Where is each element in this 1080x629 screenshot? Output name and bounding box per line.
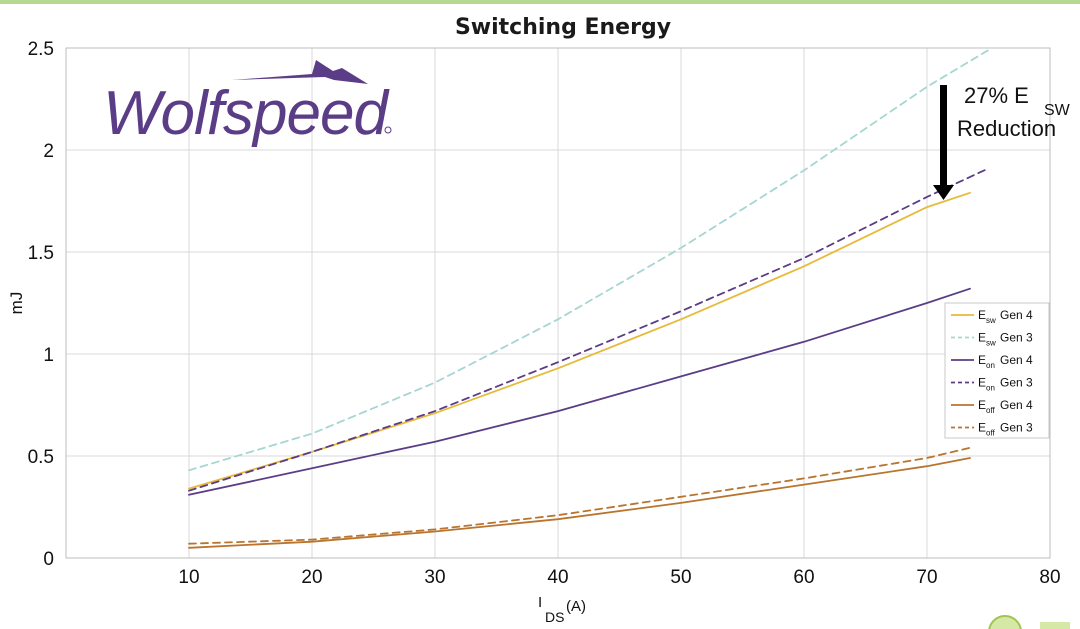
x-tick-label: 80 <box>1039 567 1060 588</box>
y-tick-label: 0.5 <box>28 447 54 468</box>
legend-label-main: E <box>978 421 986 435</box>
reduction-annotation: 27% E SW Reduction <box>933 83 1071 200</box>
legend-label-rest: Gen 3 <box>1000 376 1033 390</box>
series-line-off-gen-4 <box>188 457 971 549</box>
legend-label-sub: sw <box>986 339 996 348</box>
legend-label-rest: Gen 3 <box>1000 421 1033 435</box>
arrow-down-icon <box>933 185 954 200</box>
series-lines <box>188 49 990 549</box>
x-axis-label: I DS (A) <box>538 594 586 625</box>
legend-label-main: E <box>978 331 986 345</box>
x-tick-label: 10 <box>178 567 199 588</box>
legend-label-sub: off <box>986 429 996 438</box>
annotation-subscript: SW <box>1044 102 1071 119</box>
arrow-shaft <box>940 85 947 187</box>
y-tick-label: 1 <box>43 345 54 366</box>
legend-label-main: E <box>978 376 986 390</box>
y-tick-labels: 0 0.5 1 1.5 2 2.5 <box>28 39 54 570</box>
series-line-off-gen-3 <box>188 446 971 545</box>
logo-swoosh-icon <box>232 60 368 84</box>
legend-label-sub: on <box>986 384 995 393</box>
series-line-on-gen-3 <box>188 167 990 492</box>
x-axis-label-sub: DS <box>545 609 564 625</box>
wolfspeed-logo: Wolfspeed <box>103 60 392 148</box>
corner-badge-icon <box>988 615 1070 629</box>
legend-label-main: E <box>978 353 986 367</box>
y-tick-label: 2.5 <box>28 39 54 60</box>
legend-label-rest: Gen 4 <box>1000 353 1033 367</box>
legend-label-sub: sw <box>986 316 996 325</box>
x-tick-label: 60 <box>793 567 814 588</box>
x-tick-label: 30 <box>424 567 445 588</box>
legend-label-sub: off <box>986 406 996 415</box>
registered-mark-icon <box>384 126 392 134</box>
y-tick-label: 1.5 <box>28 243 54 264</box>
x-axis-label-unit: (A) <box>566 598 586 615</box>
x-tick-labels: 10 20 30 40 50 60 70 80 <box>178 567 1060 588</box>
legend-label-rest: Gen 4 <box>1000 398 1033 412</box>
annotation-line1: 27% E <box>964 83 1029 108</box>
y-axis-label: mJ <box>7 292 26 315</box>
legend-label-rest: Gen 3 <box>1000 331 1033 345</box>
chart-title: Switching Energy <box>455 15 671 40</box>
x-tick-label: 20 <box>301 567 322 588</box>
x-axis-label-main: I <box>538 594 542 611</box>
y-tick-label: 0 <box>43 549 54 570</box>
top-accent-bar <box>0 0 1080 4</box>
legend-label-main: E <box>978 398 986 412</box>
legend-label-rest: Gen 4 <box>1000 308 1033 322</box>
x-tick-label: 70 <box>916 567 937 588</box>
annotation-line2: Reduction <box>957 116 1056 141</box>
x-tick-label: 50 <box>670 567 691 588</box>
legend-label-main: E <box>978 308 986 322</box>
series-line-sw-gen-3 <box>188 49 990 472</box>
logo-text: Wolfspeed <box>103 79 390 148</box>
y-tick-label: 2 <box>43 141 54 162</box>
legend-box <box>944 302 1050 439</box>
series-line-sw-gen-4 <box>188 191 971 490</box>
legend-label-sub: on <box>986 361 995 370</box>
plot-area-border <box>65 47 1051 559</box>
x-tick-label: 40 <box>547 567 568 588</box>
series-line-on-gen-4 <box>188 287 971 496</box>
